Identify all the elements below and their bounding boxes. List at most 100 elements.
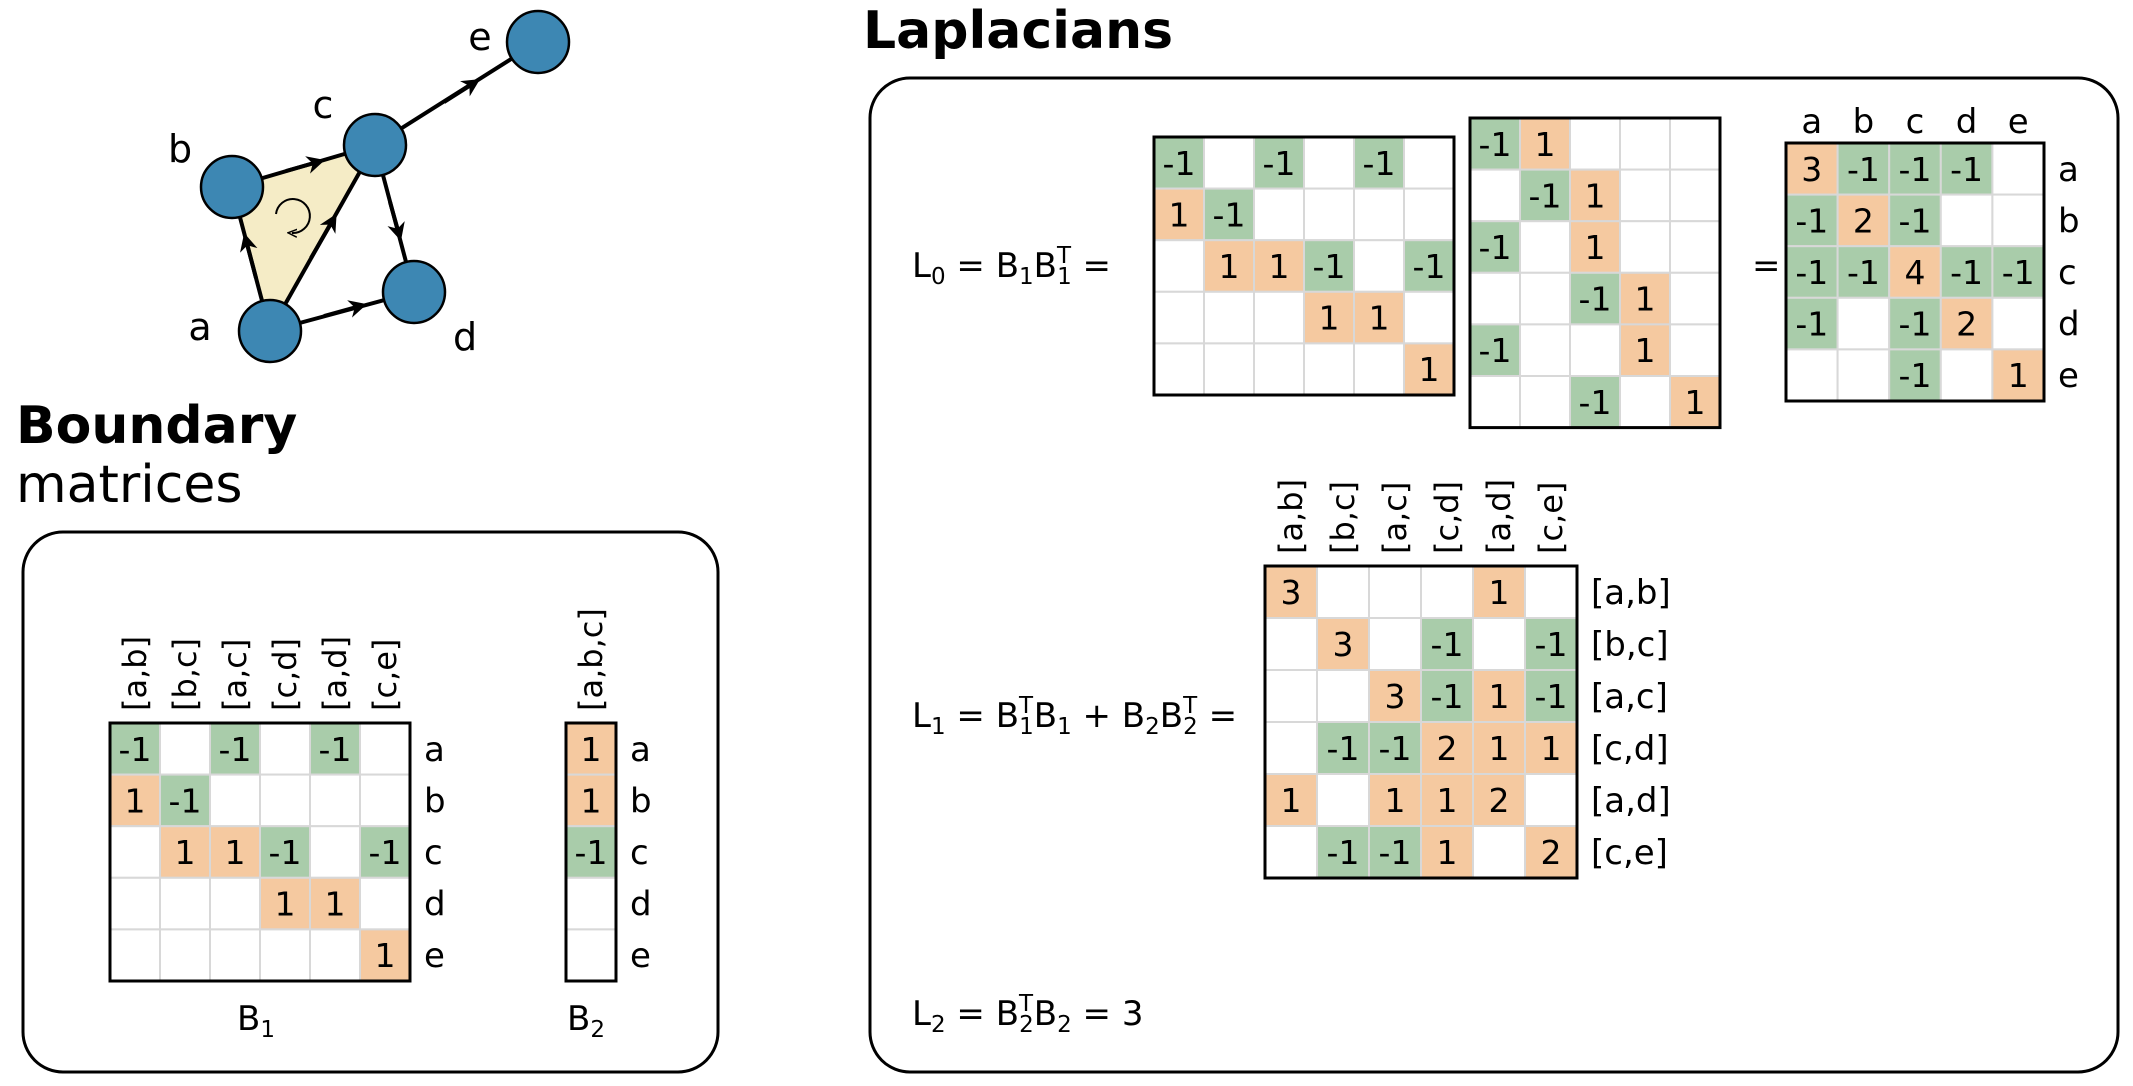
matrix-cell	[1519, 220, 1571, 274]
matrix-col-label: [c,e]	[366, 639, 404, 711]
matrix-cell-value: -1	[2002, 253, 2035, 292]
matrix-cell	[1303, 342, 1355, 396]
matrix-cell	[1368, 669, 1422, 723]
matrix-row-label: d	[424, 885, 446, 925]
matrix-cell	[359, 773, 411, 828]
matrix-row-label: c	[630, 833, 649, 873]
matrix-cell	[1569, 117, 1621, 171]
matrix-cell	[1472, 825, 1526, 879]
matrix-cell-value: -1	[1213, 195, 1246, 234]
matrix-col-label: [a,b]	[1272, 479, 1310, 554]
b2-label: B2	[567, 999, 605, 1043]
matrix-col-label: a	[1801, 102, 1822, 142]
matrix-row-label: [b,c]	[1591, 625, 1669, 665]
matrix-cell-value: -1	[1363, 144, 1396, 183]
matrix-cell-value: 3	[1333, 625, 1354, 664]
matrix-cell-value: -1	[1163, 144, 1196, 183]
matrix-cell-value: 2	[1437, 729, 1458, 768]
matrix-cell	[309, 825, 361, 879]
matrix-cell-value: 1	[1489, 729, 1510, 768]
matrix-cell-value: 4	[1905, 253, 1926, 292]
matrix-cell-value: 1	[1489, 573, 1510, 612]
matrix-cell-value: 1	[1281, 781, 1302, 820]
matrix-cell	[1316, 721, 1370, 775]
boundary-title-light: matrices	[16, 455, 242, 515]
arrow-a-d	[323, 300, 367, 318]
matrix-cell	[1836, 193, 1891, 248]
matrix-border	[1468, 116, 1722, 430]
matrix-cell-value: 1	[1437, 833, 1458, 872]
matrix-row-label: a	[2058, 150, 2079, 190]
matrix-cell-value: 1	[1437, 781, 1458, 820]
matrix-col-label: [a,c]	[1376, 482, 1414, 554]
matrix-cell	[359, 722, 411, 776]
matrix-cell	[1524, 773, 1578, 827]
matrix-cell	[1669, 271, 1721, 326]
matrix-cell	[1619, 117, 1671, 171]
matrix-cell	[565, 876, 617, 931]
matrix-cell-value: -1	[1795, 201, 1828, 240]
matrix-cell-value: -1	[1379, 833, 1412, 872]
matrix-cell	[1403, 187, 1455, 242]
matrix-col-label: [a,c]	[216, 639, 254, 711]
matrix-cell-value: -1	[1847, 253, 1880, 292]
matrix-col-label: [c,d]	[266, 638, 304, 711]
matrix-cell	[259, 773, 311, 828]
matrix-L0-B1T: -1 1 -1 1 -1 1 -1 1 -1 1 -1 1	[1468, 116, 1722, 430]
matrix-col-label: b	[1853, 102, 1875, 142]
arrow-a-c	[309, 213, 337, 260]
matrix-cell	[209, 876, 261, 931]
matrix-cell	[1203, 239, 1255, 293]
matrix-cell	[1316, 669, 1370, 723]
matrix-cell-value: 3	[1281, 573, 1302, 612]
matrix-cell	[1669, 117, 1721, 171]
matrix-cell	[1303, 187, 1355, 242]
matrix-cell	[1420, 773, 1474, 827]
matrix-L1: 3 13 -1 -13 -1 1 -1-1 -1 2 1 11 1 1 2-1 -1 1 2[a,b][b,c]…	[1263, 479, 1671, 880]
matrix-cell-value: 2	[1956, 305, 1977, 344]
matrix-cell	[1153, 290, 1205, 345]
l1-equation: L1 = BT 1B1 + B2BT 2 =	[912, 693, 1237, 740]
matrix-cell	[1253, 187, 1305, 242]
arrow-c-d	[387, 201, 405, 241]
matrix-cell	[159, 928, 211, 983]
matrix-cell-value: 1	[375, 936, 396, 975]
matrix-cell	[359, 876, 411, 931]
arrow-a-b	[240, 233, 258, 279]
boundary-panel	[21, 530, 720, 1074]
matrix-cell	[1420, 825, 1474, 879]
matrix-cell	[1353, 342, 1405, 396]
matrix-cell-value: -1	[1579, 383, 1612, 422]
matrix-cell-value: -1	[1950, 253, 1983, 292]
matrix-row-label: e	[2058, 356, 2079, 396]
matrix-row-label: [c,e]	[1591, 833, 1668, 873]
matrix-cell	[1785, 296, 1839, 351]
matrix-cell	[1619, 375, 1671, 429]
matrix-cell-value: 1	[325, 885, 346, 924]
matrix-cell	[109, 876, 161, 931]
matrix-row-label: c	[2058, 253, 2077, 293]
matrix-cell	[1619, 168, 1671, 223]
matrix-cell	[1353, 187, 1405, 242]
matrix-cell	[1888, 142, 1942, 196]
matrix-cell-value: 1	[1385, 781, 1406, 820]
matrix-cell	[1619, 323, 1671, 377]
matrix-cell	[1264, 617, 1318, 671]
matrix-cell	[1991, 296, 2046, 351]
matrix-cell-value: -1	[1535, 677, 1568, 716]
matrix-row-label: [a,c]	[1591, 677, 1668, 717]
matrix-cell	[1785, 193, 1839, 248]
matrix-cell	[1203, 342, 1255, 396]
matrix-cell-value: 1	[1419, 350, 1440, 389]
matrix-cell-value: 1	[1585, 176, 1606, 215]
matrix-cell	[309, 928, 361, 983]
matrix-cell	[1253, 342, 1305, 396]
l2-value: 3	[1122, 994, 1144, 1034]
matrix-cell-value: 3	[1801, 150, 1822, 189]
matrix-cell	[1469, 220, 1521, 274]
matrix-border	[564, 721, 618, 983]
matrix-cell	[1939, 193, 1994, 248]
b1-label: B1	[237, 999, 275, 1043]
matrix-cell	[1519, 375, 1571, 429]
matrix-cell-value: -1	[1950, 150, 1983, 189]
